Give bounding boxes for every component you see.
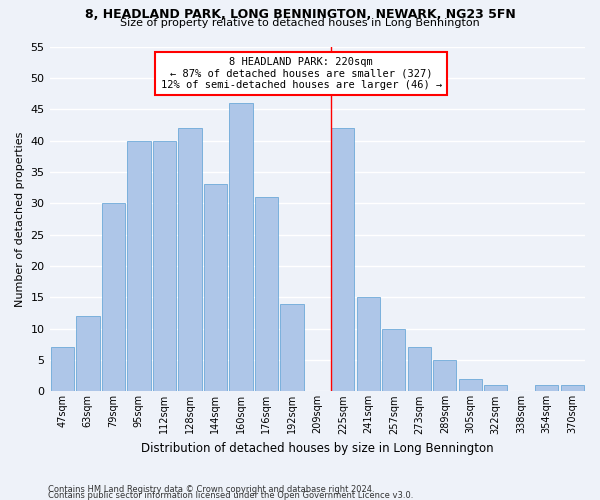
Bar bbox=[178, 128, 202, 392]
Text: Contains HM Land Registry data © Crown copyright and database right 2024.: Contains HM Land Registry data © Crown c… bbox=[48, 485, 374, 494]
X-axis label: Distribution of detached houses by size in Long Bennington: Distribution of detached houses by size … bbox=[141, 442, 494, 455]
Bar bbox=[356, 298, 380, 392]
Text: Contains public sector information licensed under the Open Government Licence v3: Contains public sector information licen… bbox=[48, 490, 413, 500]
Y-axis label: Number of detached properties: Number of detached properties bbox=[15, 132, 25, 306]
Bar bbox=[280, 304, 304, 392]
Bar bbox=[127, 140, 151, 392]
Bar bbox=[50, 348, 74, 392]
Bar bbox=[484, 385, 508, 392]
Text: 8, HEADLAND PARK, LONG BENNINGTON, NEWARK, NG23 5FN: 8, HEADLAND PARK, LONG BENNINGTON, NEWAR… bbox=[85, 8, 515, 20]
Text: Size of property relative to detached houses in Long Bennington: Size of property relative to detached ho… bbox=[120, 18, 480, 28]
Text: 8 HEADLAND PARK: 220sqm
← 87% of detached houses are smaller (327)
12% of semi-d: 8 HEADLAND PARK: 220sqm ← 87% of detache… bbox=[161, 57, 442, 90]
Bar bbox=[560, 385, 584, 392]
Bar bbox=[203, 184, 227, 392]
Bar bbox=[535, 385, 559, 392]
Bar bbox=[458, 379, 482, 392]
Bar bbox=[152, 140, 176, 392]
Bar bbox=[382, 328, 406, 392]
Bar bbox=[76, 316, 100, 392]
Bar bbox=[407, 348, 431, 392]
Bar bbox=[229, 103, 253, 392]
Bar bbox=[101, 204, 125, 392]
Bar bbox=[331, 128, 355, 392]
Bar bbox=[433, 360, 457, 392]
Bar bbox=[254, 197, 278, 392]
